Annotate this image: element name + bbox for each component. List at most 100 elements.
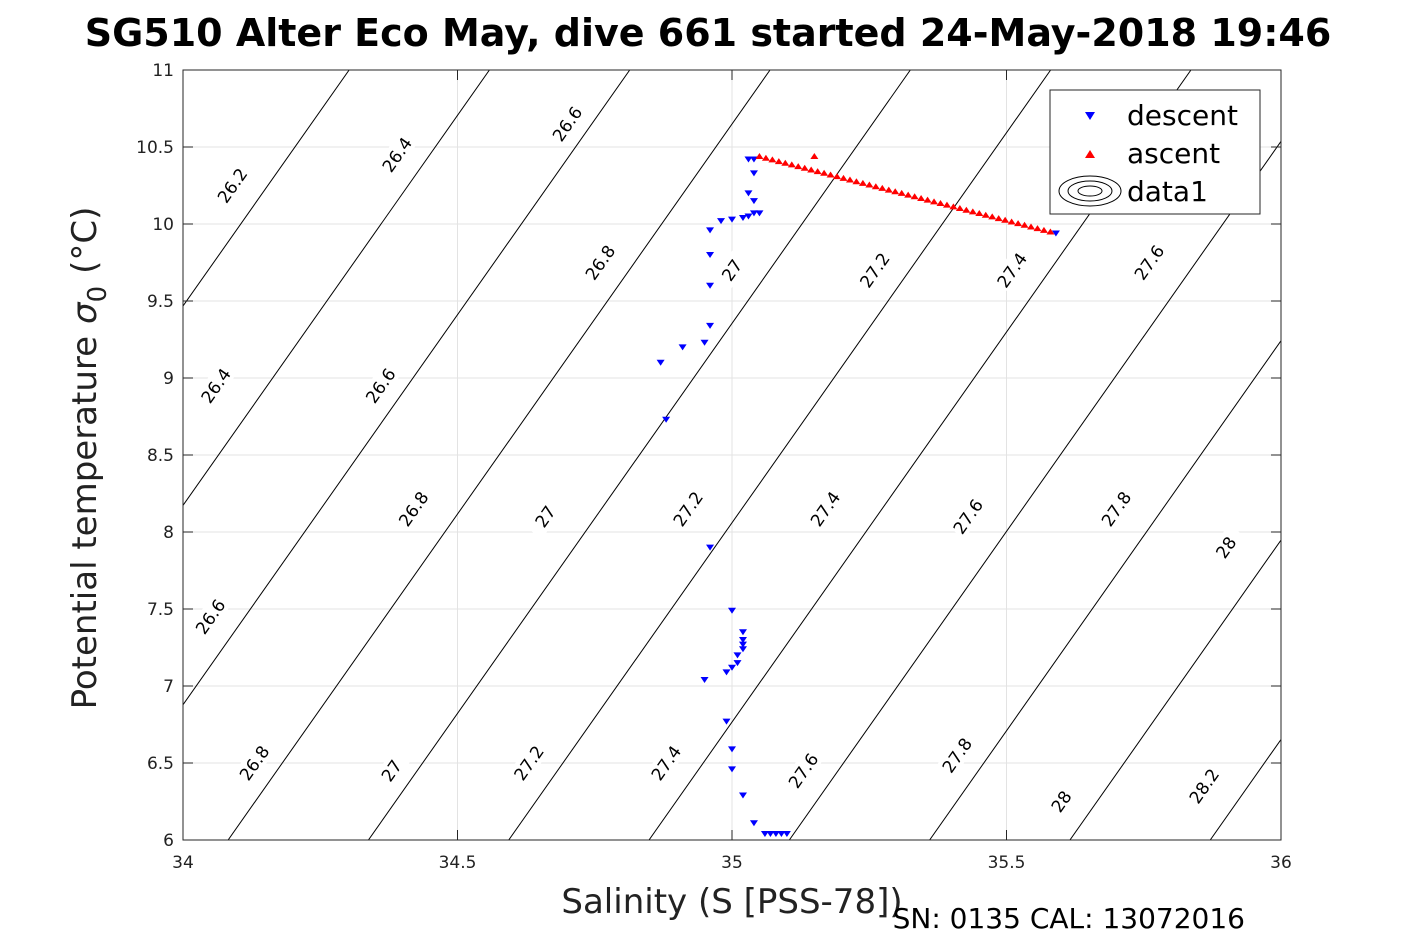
ascent-point-36	[988, 213, 997, 220]
ascent-point-26	[923, 196, 932, 203]
descent-point-25	[733, 652, 742, 659]
descent-point-6	[755, 210, 764, 217]
contour-line-27.2	[508, 70, 1052, 840]
ascent-point-30	[949, 203, 958, 210]
ascent-point-4	[781, 159, 790, 166]
ascent-point-41	[1020, 221, 1029, 228]
ascent-series	[755, 153, 1055, 235]
contour-label-bg	[579, 239, 620, 285]
x-axis-label: Salinity (S [PSS-78])	[561, 882, 902, 922]
descent-point-37	[771, 831, 780, 838]
descent-point-10	[717, 218, 726, 225]
ascent-point-8	[807, 166, 816, 173]
descent-point-32	[728, 766, 736, 773]
y-axis-label-text: Potential temperature	[65, 336, 105, 709]
ascent-point-29	[942, 201, 951, 208]
ascent-point-39	[1007, 218, 1016, 225]
contour-label-bg	[211, 162, 253, 208]
descent-point-21	[738, 629, 747, 636]
legend-ascent-marker	[1085, 150, 1095, 158]
ascent-point-35	[981, 211, 990, 218]
contour-label-bg	[189, 594, 231, 639]
legend: descent ascent data1	[1049, 89, 1261, 215]
ascent-point-34	[975, 210, 984, 217]
descent-point-14	[706, 322, 715, 329]
contour-line-26.8	[227, 70, 771, 840]
descent-point-16	[678, 344, 687, 351]
contour-line-26.6	[183, 70, 631, 706]
ascent-point-38	[1001, 216, 1010, 223]
y-tick-label-10: 11	[152, 61, 174, 81]
ascent-point-44	[1039, 226, 1048, 233]
contour-line-27	[368, 70, 911, 840]
contour-line-28	[1069, 539, 1281, 840]
y-tick-label-8: 10	[152, 215, 174, 235]
ascent-point-14	[845, 176, 854, 183]
x-tick-label-3: 35.5	[988, 853, 1026, 873]
y-tick-label-9: 10.5	[136, 138, 174, 158]
descent-point-29	[700, 677, 709, 684]
y-tick-label-6: 9	[163, 369, 174, 389]
contour-label-bg	[195, 363, 236, 408]
ascent-point-32	[962, 206, 971, 213]
ascent-point-20	[884, 186, 893, 193]
legend-descent-label: descent	[1127, 99, 1238, 132]
contour-label-bg	[371, 748, 412, 793]
x-tick-label-4: 36	[1270, 853, 1292, 873]
ascent-point-22	[897, 189, 906, 196]
legend-ascent-label: ascent	[1127, 137, 1220, 170]
descent-point-2	[749, 170, 758, 177]
ascent-point-6	[794, 163, 803, 170]
legend-contour-icon	[1058, 175, 1122, 207]
ascent-point-43	[1033, 225, 1042, 232]
descent-point-15	[700, 339, 709, 346]
descent-point-28	[722, 669, 731, 676]
ascent-point-9	[813, 168, 822, 175]
ascent-point-33	[968, 208, 977, 215]
descent-point-4	[749, 198, 758, 205]
descent-point-18	[662, 416, 671, 423]
descent-point-24	[738, 646, 747, 653]
y-axis-label-subscript: 0	[83, 286, 113, 303]
ascent-point-7	[800, 164, 809, 171]
chart-title: SG510 Alter Eco May, dive 661 started 24…	[85, 11, 1332, 55]
contour-label-bg	[804, 486, 846, 532]
y-axis-label-symbol: σ	[65, 301, 105, 324]
ascent-point-17	[865, 181, 874, 188]
descent-point-36	[766, 831, 775, 838]
ascent-point-19	[878, 184, 887, 191]
descent-point-19	[706, 544, 715, 551]
descent-point-40	[1051, 230, 1060, 237]
contour-label-bg	[991, 247, 1032, 293]
contour-label-bg	[782, 748, 824, 793]
ascent-point-3	[774, 158, 783, 165]
y-axis-label-unit: (°C)	[65, 207, 105, 274]
contour-label-bg	[711, 247, 752, 293]
descent-point-34	[749, 820, 758, 827]
ascent-point-37	[994, 215, 1003, 222]
legend-descent-marker	[1085, 112, 1095, 120]
contour-label-bg	[1095, 486, 1136, 532]
ascent-point-25	[917, 194, 926, 201]
y-tick-label-4: 8	[163, 523, 174, 543]
ascent-point-16	[858, 179, 867, 186]
descent-point-9	[728, 216, 736, 223]
x-tick-label-0: 34	[172, 853, 194, 873]
contour-label-bg	[233, 740, 275, 786]
ascent-point-24	[910, 193, 919, 200]
contour-label-bg	[1040, 778, 1082, 824]
descent-point-27	[728, 664, 736, 671]
descent-point-35	[760, 831, 769, 838]
ascent-point-42	[1027, 223, 1036, 230]
y-tick-label-5: 8.5	[147, 446, 174, 466]
contour-label-bg	[508, 740, 549, 786]
descent-point-3	[744, 190, 753, 197]
descent-series	[656, 156, 1060, 838]
descent-point-12	[706, 252, 715, 258]
contour-label-bg	[936, 732, 977, 778]
ascent-point-12	[833, 173, 842, 180]
contour-label-bg	[947, 493, 988, 539]
y-tick-label-7: 9.5	[147, 292, 174, 312]
descent-point-39	[782, 831, 791, 838]
ascent-point-11	[826, 171, 835, 178]
